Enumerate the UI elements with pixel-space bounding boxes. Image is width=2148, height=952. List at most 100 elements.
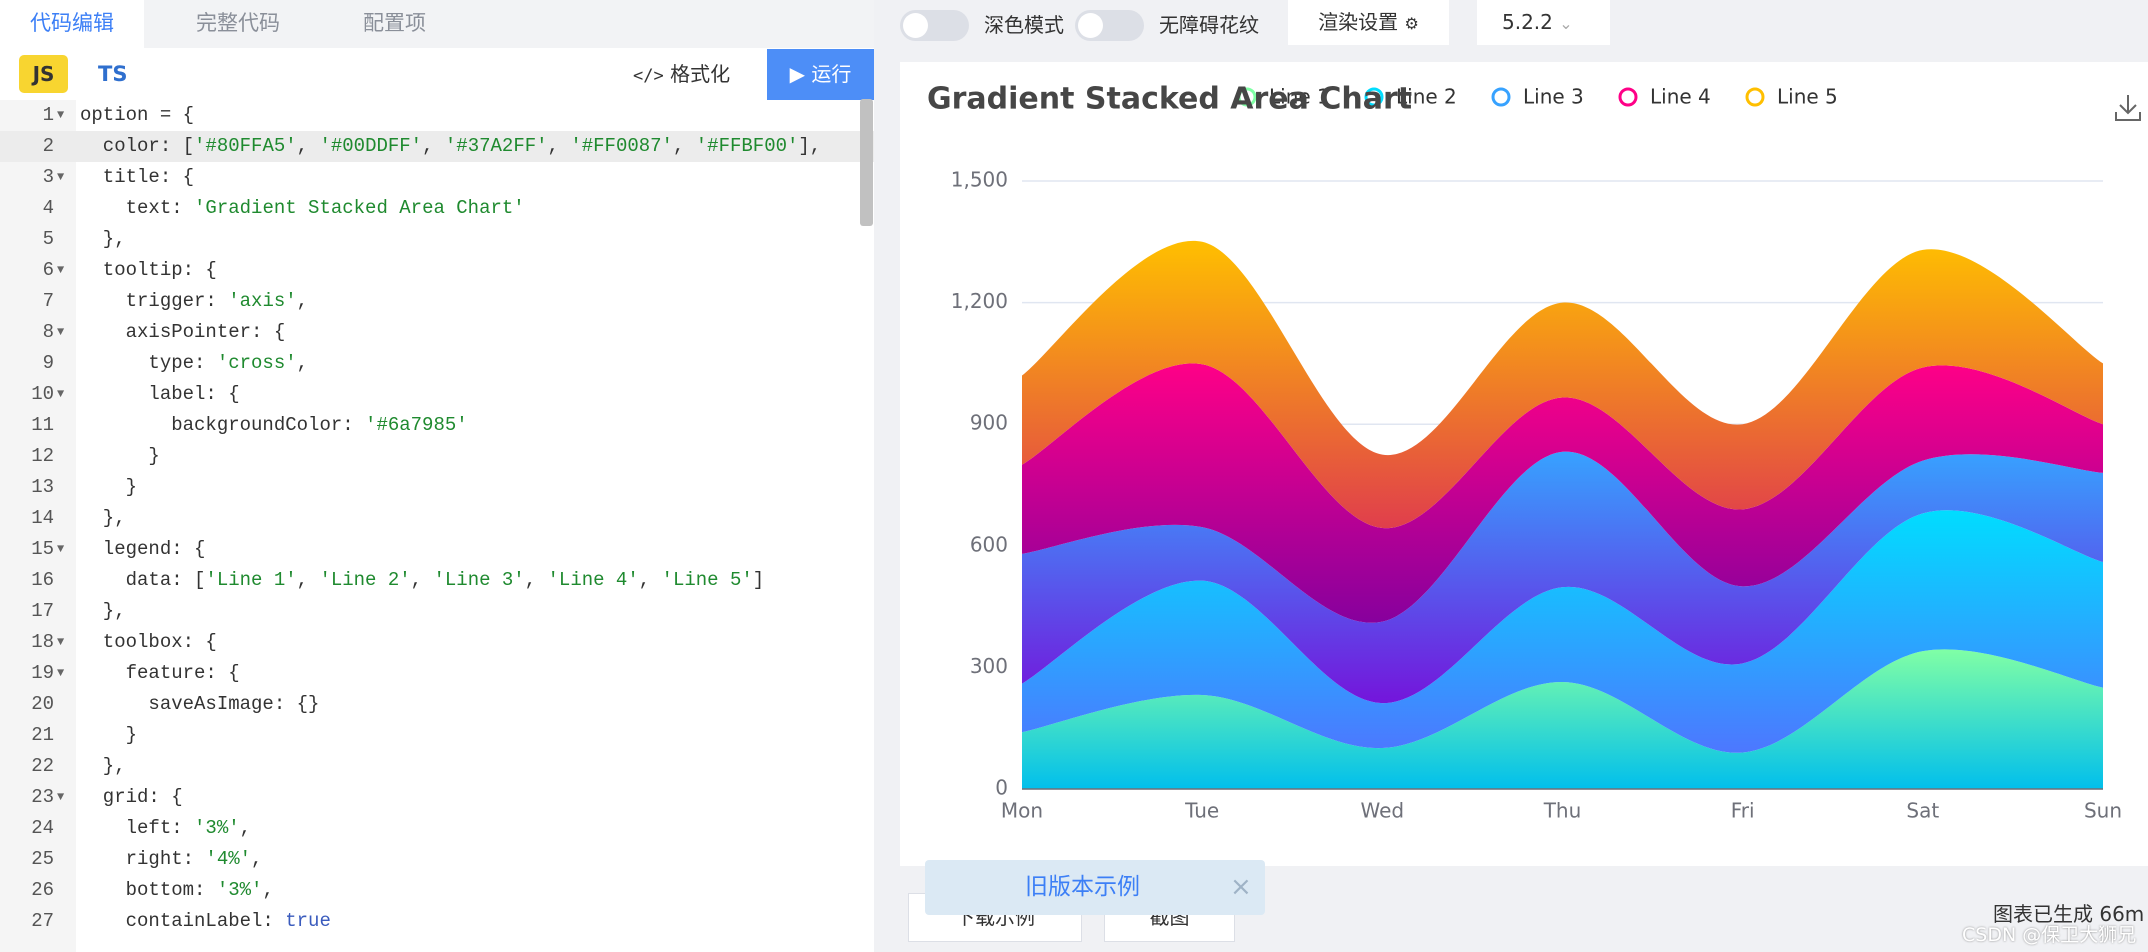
legend-label: Line 2 bbox=[1396, 85, 1457, 109]
line-number: 21 bbox=[31, 724, 54, 746]
code-line: 18 ▼ toolbox: { bbox=[0, 627, 874, 658]
legend-label: Line 3 bbox=[1523, 85, 1584, 109]
language-js[interactable]: JS bbox=[19, 55, 68, 93]
code-line: 11 backgroundColor: '#6a7985' bbox=[0, 410, 874, 441]
code-text: right: '4%', bbox=[80, 848, 263, 870]
code-line: 27 containLabel: true bbox=[0, 906, 874, 937]
string-token: '4%' bbox=[205, 848, 252, 870]
line-number: 11 bbox=[31, 414, 54, 436]
render-settings-label: 渲染设置 bbox=[1318, 10, 1399, 34]
legend-label: Line 5 bbox=[1777, 85, 1838, 109]
fold-arrow[interactable]: ▼ bbox=[57, 542, 65, 556]
string-token: 'cross' bbox=[216, 352, 297, 374]
code-line: 2 color: ['#80FFA5', '#00DDFF', '#37A2FF… bbox=[0, 131, 874, 162]
code-line: 20 saveAsImage: {} bbox=[0, 689, 874, 720]
tab[interactable]: 代码编辑 bbox=[0, 0, 144, 48]
code-text: legend: { bbox=[80, 538, 206, 560]
dark-mode-label: 深色模式 bbox=[984, 13, 1064, 37]
line-number: 24 bbox=[31, 817, 54, 839]
string-token: '#00DDFF' bbox=[319, 135, 423, 157]
fold-arrow[interactable]: ▼ bbox=[57, 108, 65, 122]
line-number: 9 bbox=[42, 352, 54, 374]
line-number: 25 bbox=[31, 848, 54, 870]
tab[interactable]: 配置项 bbox=[363, 11, 426, 35]
string-token: '#37A2FF' bbox=[444, 135, 548, 157]
x-tick-label: Mon bbox=[1001, 799, 1043, 823]
string-token: 'Line 3' bbox=[433, 569, 525, 591]
code-text: text: 'Gradient Stacked Area Chart' bbox=[80, 197, 525, 219]
area bbox=[1022, 649, 2103, 789]
fold-arrow[interactable]: ▼ bbox=[57, 170, 65, 184]
code-text: tooltip: { bbox=[80, 259, 217, 281]
y-tick-label: 1,500 bbox=[951, 168, 1008, 192]
chart-card: 0 300 600 900 1,200 1,500 Mon Tue Wed Thu Fri Sat Su… bbox=[900, 62, 2148, 866]
x-tick-label: Sun bbox=[2084, 799, 2122, 823]
render-settings-button[interactable]: 渲染设置 ⚙ bbox=[1288, 0, 1449, 45]
fold-arrow[interactable]: ▼ bbox=[57, 666, 65, 680]
legend-marker bbox=[1237, 87, 1257, 107]
code-text: left: '3%', bbox=[80, 817, 252, 839]
code-line: 8 ▼ axisPointer: { bbox=[0, 317, 874, 348]
download-icon[interactable] bbox=[2115, 95, 2141, 121]
x-tick-label: Tue bbox=[1184, 799, 1219, 823]
line-number: 23 bbox=[31, 786, 54, 808]
code-text: } bbox=[80, 724, 138, 746]
old-examples-banner[interactable]: 旧版本示例 bbox=[925, 860, 1265, 915]
code-text: }, bbox=[80, 755, 126, 777]
chevron: ⌄ bbox=[1559, 14, 1573, 33]
code-text: backgroundColor: '#6a7985' bbox=[80, 414, 468, 436]
code-line: 5 }, bbox=[0, 224, 874, 255]
format-button[interactable]: </> 格式化 bbox=[633, 55, 730, 93]
gutter bbox=[0, 100, 76, 952]
line-number: 12 bbox=[31, 445, 54, 467]
code-text: data: ['Line 1', 'Line 2', 'Line 3', 'Li… bbox=[80, 569, 765, 591]
tab-bar: 代码编辑 完整代码 配置项 bbox=[0, 0, 874, 48]
code-text: grid: { bbox=[80, 786, 183, 808]
aria-toggle[interactable] bbox=[1075, 10, 1144, 41]
string-token: 'Line 4' bbox=[547, 569, 639, 591]
code-text: } bbox=[80, 445, 160, 467]
area bbox=[1022, 451, 2103, 704]
run-button[interactable]: ▶ 运行 bbox=[767, 49, 874, 100]
code-line: 1 ▼ option = { bbox=[0, 100, 874, 131]
fold-arrow[interactable]: ▼ bbox=[57, 635, 65, 649]
line-number: 7 bbox=[42, 290, 54, 312]
code-text: } bbox=[80, 476, 138, 498]
version-select[interactable]: 5.2.2 ⌄ bbox=[1477, 0, 1610, 45]
fold-arrow[interactable]: ▼ bbox=[57, 387, 65, 401]
fold-arrow[interactable]: ▼ bbox=[57, 790, 65, 804]
code-line: 19 ▼ feature: { bbox=[0, 658, 874, 689]
legend-marker bbox=[1491, 87, 1511, 107]
string-token: 'Line 5' bbox=[661, 569, 753, 591]
gear-icon: ⚙ bbox=[1404, 14, 1419, 33]
tab[interactable]: 完整代码 bbox=[196, 11, 280, 35]
code-line: 14 }, bbox=[0, 503, 874, 534]
y-tick-label: 900 bbox=[970, 411, 1008, 435]
code-line: 7 trigger: 'axis', bbox=[0, 286, 874, 317]
string-token: '#FFBF00' bbox=[695, 135, 799, 157]
language-ts[interactable]: TS bbox=[98, 62, 128, 86]
y-tick-label: 1,200 bbox=[951, 289, 1008, 313]
editor-panel: 代码编辑 完整代码 配置项 JS TS </> 格式化 ▶ 运行 1 ▼ optio… bbox=[0, 0, 874, 952]
code-line: 13 } bbox=[0, 472, 874, 503]
fold-arrow[interactable]: ▼ bbox=[57, 325, 65, 339]
code-text: }, bbox=[80, 600, 126, 622]
code-area: 1 ▼ option = {2 color: ['#80FFA5', '#00DDF… bbox=[0, 100, 874, 952]
run-icon: ▶ bbox=[789, 62, 806, 86]
line-number: 13 bbox=[31, 476, 54, 498]
scrollbar[interactable] bbox=[860, 99, 873, 226]
line-number: 1 bbox=[42, 104, 54, 126]
x-tick-label: Sat bbox=[1906, 799, 1939, 823]
area bbox=[1022, 363, 2103, 623]
line-number: 6 bbox=[42, 259, 54, 281]
line-number: 16 bbox=[31, 569, 54, 591]
line-number: 26 bbox=[31, 879, 54, 901]
code-line: 16 data: ['Line 1', 'Line 2', 'Line 3', … bbox=[0, 565, 874, 596]
line-number: 3 bbox=[42, 166, 54, 188]
fold-arrow[interactable]: ▼ bbox=[57, 263, 65, 277]
version-label: 5.2.2 bbox=[1502, 10, 1553, 34]
format-icon: </> bbox=[633, 66, 664, 86]
dark-mode-toggle[interactable] bbox=[900, 10, 969, 41]
close-icon[interactable]: × bbox=[1230, 872, 1252, 902]
code-text: title: { bbox=[80, 166, 195, 188]
